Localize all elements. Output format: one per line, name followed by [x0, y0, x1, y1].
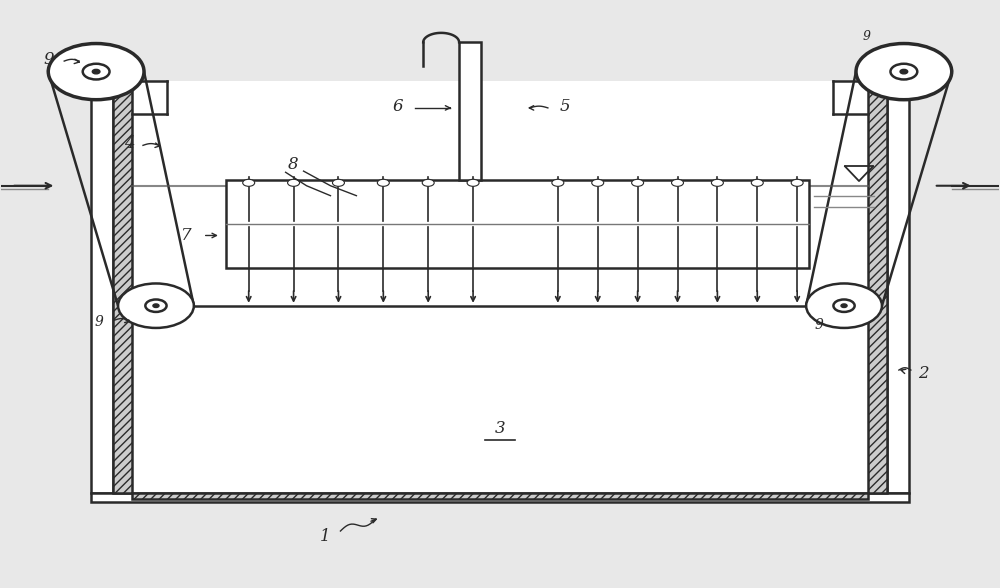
Bar	[868, 81, 887, 493]
Text: 1: 1	[320, 529, 331, 545]
Text: 9: 9	[95, 315, 104, 329]
Circle shape	[153, 304, 159, 308]
Circle shape	[711, 179, 723, 186]
Bar	[459, 42, 481, 180]
Circle shape	[806, 283, 882, 328]
Circle shape	[83, 64, 110, 79]
Text: 9: 9	[44, 51, 55, 68]
Circle shape	[145, 299, 167, 312]
Circle shape	[856, 44, 952, 100]
Text: 9: 9	[815, 318, 824, 332]
Text: 7: 7	[181, 227, 191, 244]
Circle shape	[48, 44, 144, 100]
Circle shape	[377, 179, 389, 186]
Bar	[887, 78, 909, 493]
Circle shape	[118, 283, 194, 328]
Text: 3: 3	[495, 420, 505, 437]
Circle shape	[332, 179, 344, 186]
Text: 6: 6	[393, 98, 404, 115]
Bar	[113, 81, 132, 493]
Bar	[91, 78, 113, 493]
Bar	[132, 81, 868, 493]
Bar	[91, 493, 909, 502]
Circle shape	[467, 179, 479, 186]
Bar	[226, 180, 809, 268]
Circle shape	[592, 179, 604, 186]
Bar	[132, 493, 868, 499]
Circle shape	[833, 299, 855, 312]
Circle shape	[92, 69, 100, 74]
Text: 8: 8	[287, 156, 298, 173]
Circle shape	[900, 69, 908, 74]
Text: 4: 4	[124, 135, 134, 152]
Text: 2: 2	[919, 365, 929, 382]
Circle shape	[243, 179, 255, 186]
Circle shape	[288, 179, 300, 186]
Circle shape	[422, 179, 434, 186]
Circle shape	[890, 64, 917, 79]
Circle shape	[751, 179, 763, 186]
Circle shape	[552, 179, 564, 186]
Circle shape	[841, 304, 847, 308]
Text: 5: 5	[560, 98, 570, 115]
Text: 9: 9	[863, 30, 871, 43]
Circle shape	[632, 179, 644, 186]
Circle shape	[672, 179, 683, 186]
Circle shape	[791, 179, 803, 186]
